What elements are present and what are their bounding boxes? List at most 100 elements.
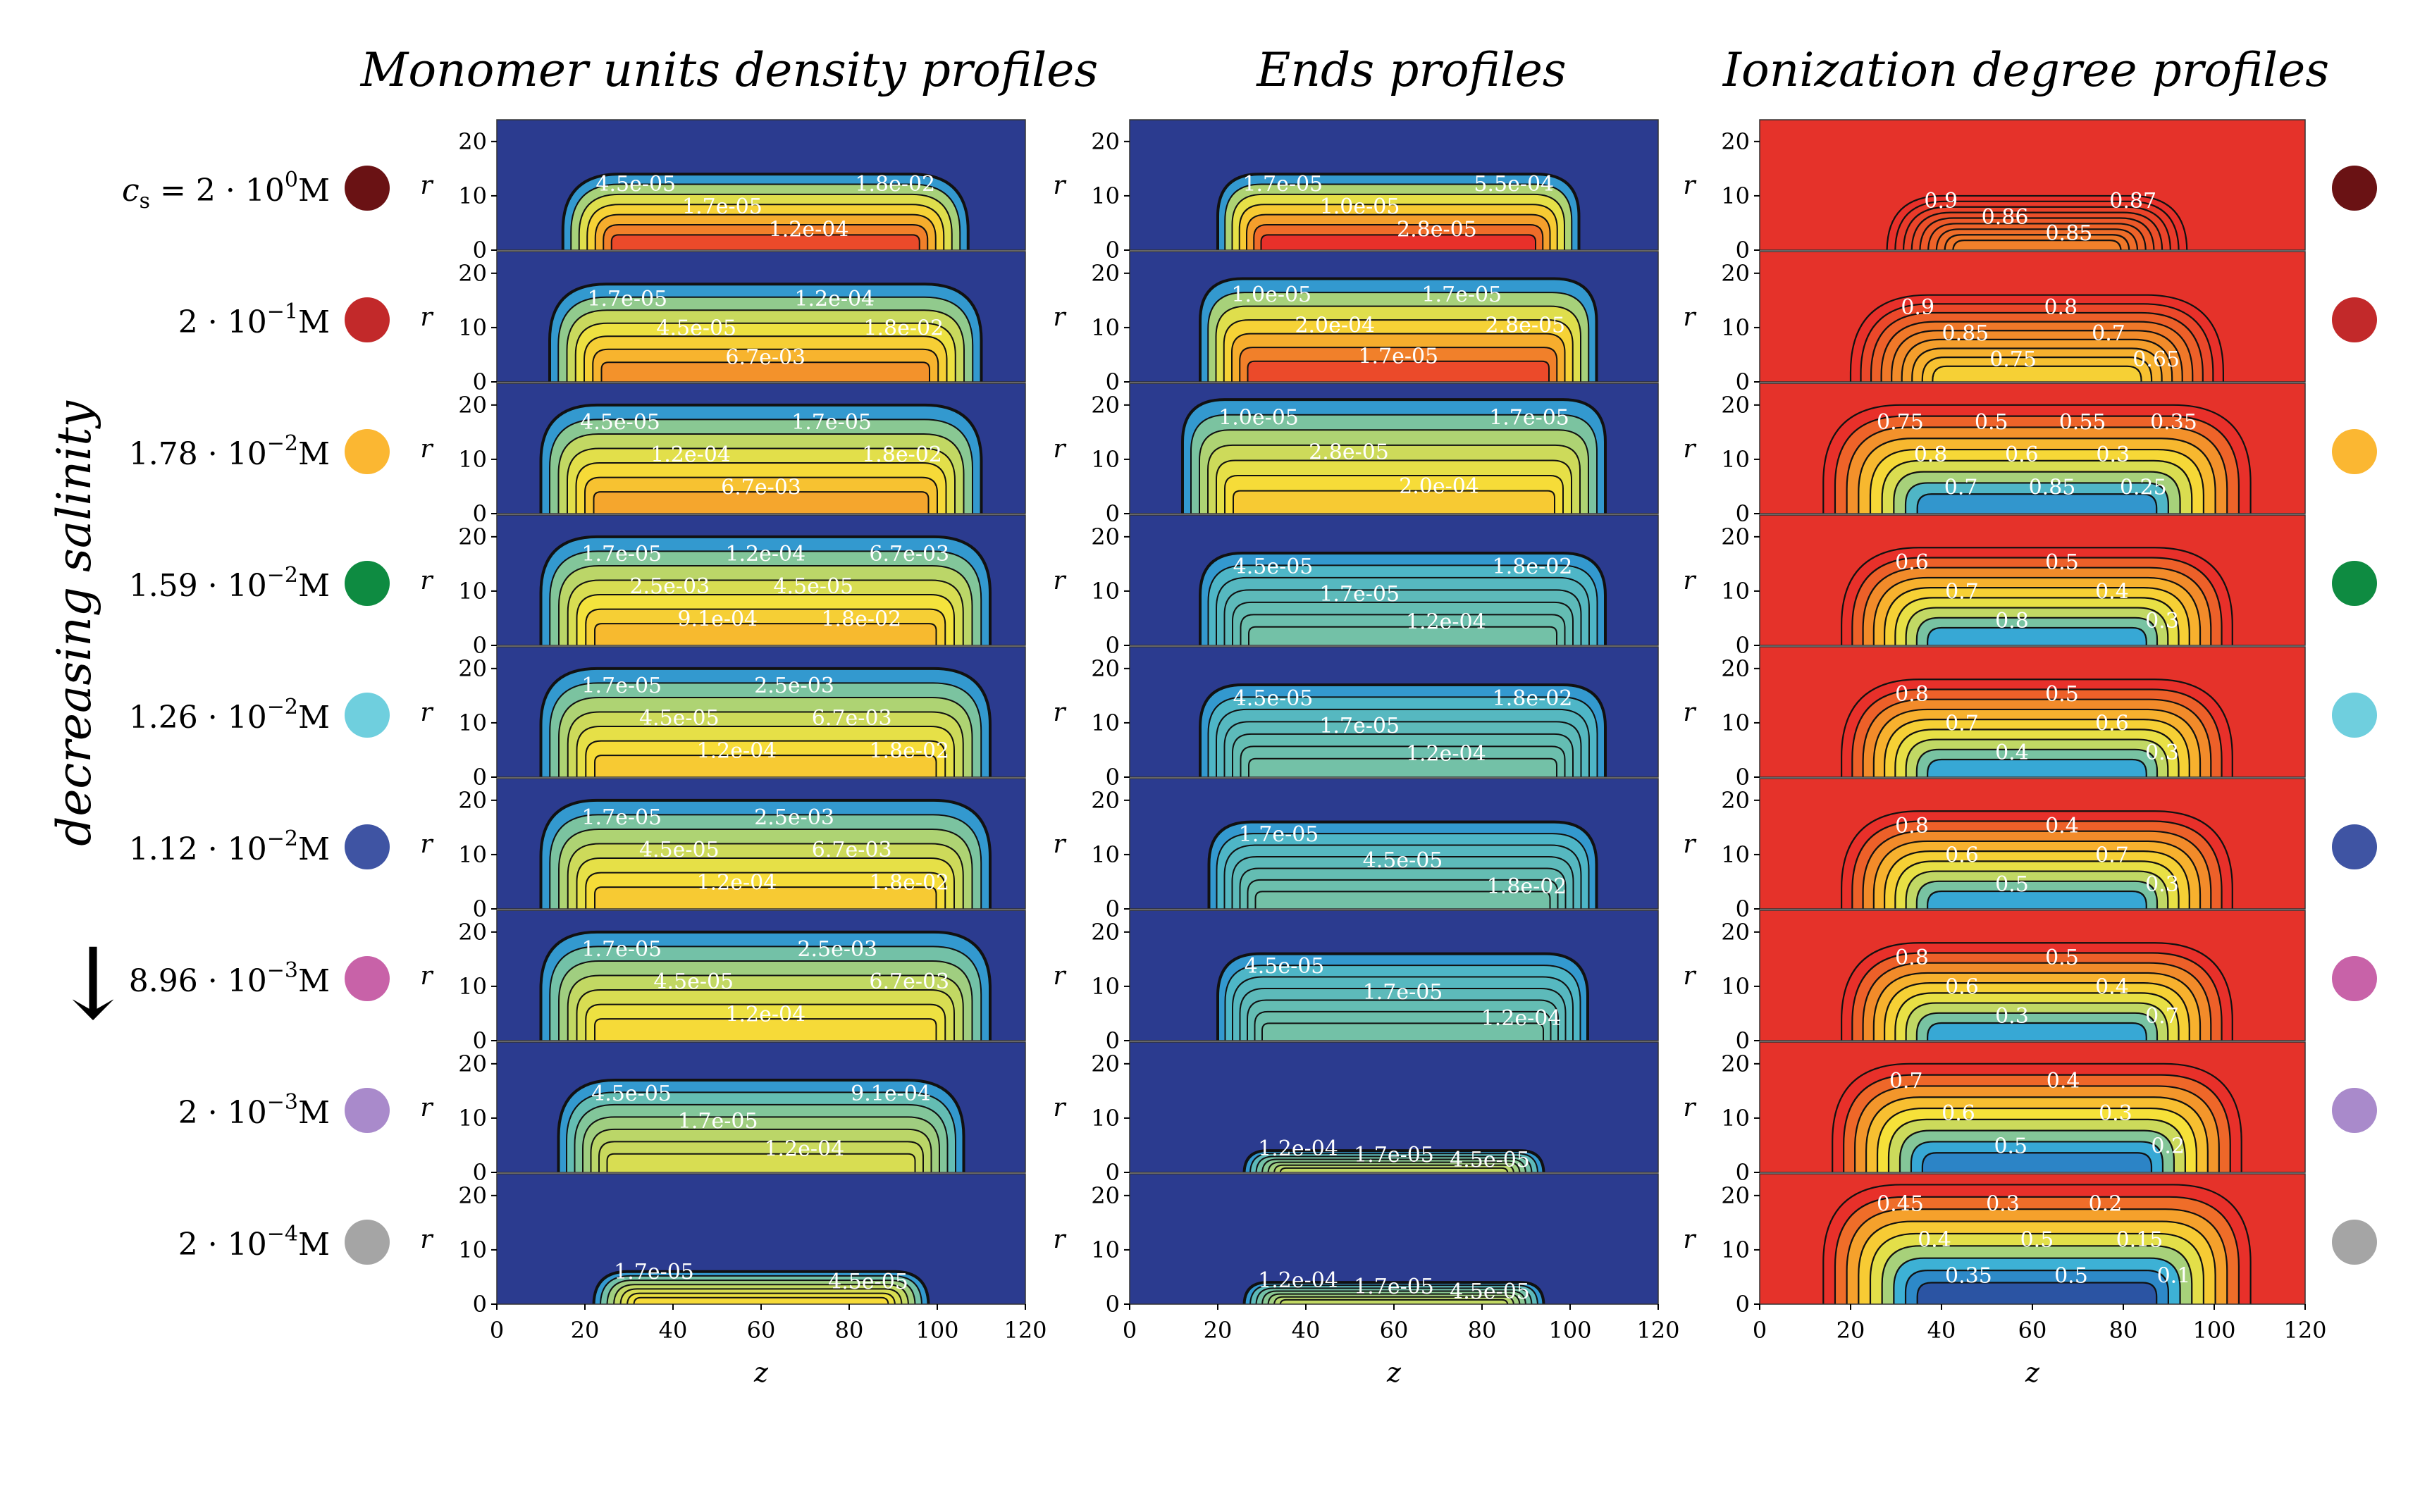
row-label-exp: 0 (285, 168, 298, 192)
row-label-mantissa: 8.96 · 10 (129, 963, 267, 999)
y-tick-label: 0 (1106, 1159, 1120, 1186)
x-tick-label: 100 (915, 1317, 958, 1344)
row-color-dot-right (2332, 1220, 2377, 1265)
y-tick-label: 20 (1721, 787, 1750, 814)
x-tick-label: 20 (571, 1317, 600, 1344)
y-tick-label: 20 (458, 787, 487, 814)
y-tick-label: 20 (1721, 655, 1750, 682)
row-label-exp: −4 (267, 1222, 298, 1246)
panel-frame (1759, 514, 2306, 646)
row-label-mantissa: 2 · 10 (178, 1227, 267, 1263)
contour-label: 1.7e-05 (1363, 980, 1443, 1005)
contour-level (1921, 1152, 2153, 1172)
panel-ionization-3: 0.6 0.7 0.8 0.5 0.4 0.3 0 10 20 r (1683, 514, 2306, 659)
y-tick-label: 10 (1091, 973, 1120, 1000)
contour-label: 1.8e-02 (821, 607, 901, 631)
contour-label: 6.7e-03 (812, 706, 892, 731)
contour-label: 1.8e-02 (863, 316, 944, 340)
y-tick-label: 10 (1721, 182, 1750, 209)
contour-level (1927, 758, 2147, 777)
row-label-prefix: c (122, 173, 140, 209)
contour-label: 0.6 (1945, 974, 1979, 999)
y-axis-label: r (1683, 171, 1696, 200)
contour-level (594, 623, 937, 645)
y-axis-label: r (1053, 962, 1066, 991)
contour-label: 0.65 (2132, 347, 2180, 372)
y-tick-label: 20 (1091, 655, 1120, 682)
contour-label: 4.5e-05 (1450, 1148, 1530, 1172)
row-label-unit: M (298, 173, 330, 209)
contour-label: 0.8 (1895, 946, 1929, 970)
y-axis-label: r (1683, 830, 1696, 859)
panel-ends-5: 1.7e-05 4.5e-05 1.8e-02 0 10 20 r (1053, 778, 1659, 922)
y-tick-label: 20 (1721, 1182, 1750, 1209)
y-tick-label: 20 (1091, 919, 1120, 946)
contour-label: 1.7e-05 (1358, 345, 1438, 369)
x-tick-label: 60 (2018, 1317, 2047, 1344)
contour-label: 1.7e-05 (1354, 1275, 1434, 1299)
contour-label: 0.4 (2046, 1069, 2080, 1093)
panel-frame (496, 910, 1026, 1041)
panel-frame (1759, 383, 2306, 514)
contour-label: 1.7e-05 (1489, 406, 1569, 430)
x-tick-label: 20 (1204, 1317, 1233, 1344)
y-tick-label: 0 (473, 237, 487, 264)
contour-label: 0.2 (2089, 1192, 2123, 1217)
row-label-mantissa: 2 · 10 (178, 304, 267, 340)
contour-label: 0.3 (2145, 609, 2179, 633)
contour-label: 0.5 (2020, 1228, 2054, 1253)
contour-label: 0.8 (1895, 682, 1929, 707)
contour-label: 1.2e-04 (1481, 1006, 1562, 1031)
y-tick-label: 0 (1106, 237, 1120, 264)
contour-label: 2.5e-03 (797, 937, 877, 962)
contour-label: 1.8e-02 (1487, 874, 1567, 899)
panel-frame (1129, 119, 1659, 251)
contour-label: 4.5e-05 (1233, 554, 1314, 579)
row-color-dot-right (2332, 824, 2377, 869)
y-tick-label: 0 (473, 896, 487, 922)
y-tick-label: 0 (1736, 896, 1750, 922)
panel-frame (1129, 514, 1659, 646)
x-tick-label: 80 (835, 1317, 864, 1344)
panel-ionization-5: 0.8 0.6 0.5 0.4 0.7 0.3 0 10 20 r (1683, 778, 2306, 922)
x-tick-label: 0 (1753, 1317, 1767, 1344)
contour-label: 4.5e-05 (639, 706, 720, 731)
panel-monomer-7: 4.5e-051.7e-051.2e-04 9.1e-04 0 10 20 r (420, 1041, 1026, 1186)
y-tick-label: 20 (458, 128, 487, 155)
y-tick-label: 10 (1091, 182, 1120, 209)
panel-frame (496, 778, 1026, 910)
row-label-mantissa: 1.59 · 10 (129, 568, 267, 604)
y-tick-label: 20 (1091, 1051, 1120, 1077)
contour-level (633, 1296, 889, 1304)
contour-label: 1.0e-05 (1320, 194, 1400, 219)
y-tick-label: 20 (1091, 260, 1120, 287)
row-label-unit: M (298, 436, 330, 472)
contour-label: 0.86 (1982, 205, 2029, 230)
contour-label: 0.5 (2045, 946, 2079, 970)
contour-label: 4.5e-05 (1233, 686, 1314, 711)
y-tick-label: 10 (1721, 314, 1750, 341)
contour-label: 1.2e-04 (697, 738, 777, 763)
y-axis-label: r (1053, 171, 1066, 200)
contour-level (1932, 365, 2142, 382)
row-label-2: 1.78 · 10−2M (129, 431, 330, 472)
panel-frame (496, 119, 1026, 251)
panel-monomer-8: 1.7e-05 4.5e-05 0 10 20 r (420, 1173, 1026, 1318)
contour-label: 0.25 (2120, 475, 2167, 500)
contour-label: 0.3 (1986, 1192, 2020, 1217)
row-color-dot-left (345, 1088, 390, 1133)
row-color-dot-left (345, 956, 390, 1001)
x-tick-label: 0 (490, 1317, 504, 1344)
salinity-axis-label: decreasing salinity (47, 400, 101, 846)
x-tick-label: 40 (1927, 1317, 1956, 1344)
y-axis-label: r (1683, 303, 1696, 332)
row-label-unit: M (298, 568, 330, 604)
contour-level (594, 1018, 937, 1041)
x-tick-label: 100 (2192, 1317, 2235, 1344)
y-tick-label: 20 (458, 1182, 487, 1209)
contour-label: 0.4 (2095, 974, 2129, 999)
contour-label: 4.5e-05 (1363, 848, 1443, 873)
contour-label: 1.2e-04 (1406, 609, 1486, 634)
y-tick-label: 10 (1091, 841, 1120, 868)
y-tick-label: 10 (1721, 841, 1750, 868)
